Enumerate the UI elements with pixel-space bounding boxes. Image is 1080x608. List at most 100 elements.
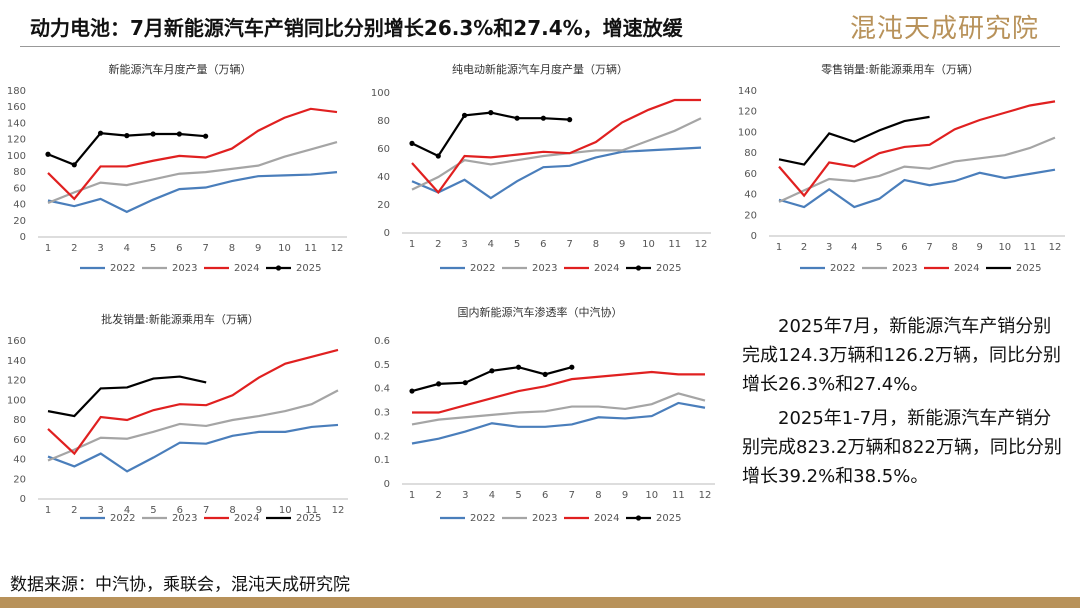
x-tick-label: 7: [566, 239, 572, 250]
legend-label: 2023: [892, 263, 917, 274]
y-tick-label: 60: [377, 144, 390, 155]
x-tick-label: 9: [256, 505, 262, 516]
x-tick-label: 9: [255, 243, 261, 254]
legend-label: 2023: [532, 263, 557, 274]
point: [176, 131, 182, 137]
y-tick-label: 20: [377, 200, 390, 211]
y-tick-label: 40: [13, 455, 26, 466]
legend-label: 2024: [594, 513, 619, 524]
paragraph: 2025年7月，新能源汽车产销分别完成124.3万辆和126.2万辆，同比分别增…: [742, 316, 1062, 395]
point: [542, 371, 548, 377]
x-tick-label: 4: [851, 242, 857, 253]
y-tick-label: 160: [7, 102, 26, 113]
series-line: [47, 423, 339, 473]
page-title: 动力电池：7月新能源汽车产销同比分别增长26.3%和27.4%，增速放缓: [30, 16, 683, 40]
x-tick-label: 1: [776, 242, 782, 253]
legend-marker: [635, 515, 642, 521]
series-line: [47, 389, 339, 462]
legend-label: 2024: [594, 263, 619, 274]
y-tick-label: 40: [377, 172, 390, 183]
legend-label: 2025: [656, 263, 681, 274]
footer-bar: [0, 597, 1080, 608]
x-tick-label: 11: [668, 239, 681, 250]
legend-label: 2024: [234, 263, 259, 274]
y-tick-label: 100: [738, 127, 757, 138]
x-tick-label: 5: [515, 490, 521, 501]
x-tick-label: 12: [695, 239, 708, 250]
y-tick-label: 0: [20, 494, 26, 505]
point: [567, 117, 573, 123]
y-tick-label: 40: [13, 200, 26, 211]
series-line: [778, 100, 1056, 198]
x-tick-label: 11: [304, 243, 317, 254]
point: [435, 153, 441, 159]
x-tick-label: 4: [489, 490, 495, 501]
y-tick-label: 0.6: [374, 336, 390, 347]
x-tick-label: 8: [951, 242, 957, 253]
x-tick-label: 9: [977, 242, 983, 253]
x-tick-label: 7: [569, 490, 575, 501]
point: [461, 112, 468, 118]
series-line: [778, 115, 930, 166]
x-tick-label: 10: [278, 243, 291, 254]
x-tick-label: 2: [71, 243, 77, 254]
legend-label: 2024: [954, 263, 979, 274]
x-tick-label: 6: [901, 242, 907, 253]
y-tick-label: 100: [7, 151, 26, 162]
x-tick-label: 6: [540, 239, 546, 250]
point: [462, 380, 468, 386]
paragraph: 2025年1-7月，新能源汽车产销分别完成823.2万辆和822万辆，同比分别增…: [742, 408, 1062, 487]
x-tick-label: 5: [876, 242, 882, 253]
legend-label: 2022: [470, 263, 495, 274]
y-tick-label: 140: [7, 356, 26, 367]
legend-label: 2025: [296, 513, 321, 524]
y-tick-label: 120: [7, 376, 26, 387]
y-tick-label: 0: [384, 228, 390, 239]
y-tick-label: 0: [751, 231, 757, 242]
y-tick-label: 0.4: [374, 384, 390, 395]
x-tick-label: 8: [229, 243, 235, 254]
series-line: [778, 168, 1056, 209]
x-tick-label: 6: [177, 505, 183, 516]
series-line: [778, 136, 1056, 203]
x-tick-label: 2: [435, 239, 441, 250]
x-tick-label: 8: [593, 239, 599, 250]
y-tick-label: 60: [13, 435, 26, 446]
x-tick-label: 7: [926, 242, 932, 253]
legend-label: 2022: [110, 263, 135, 274]
x-tick-label: 1: [409, 239, 415, 250]
x-tick-label: 4: [488, 239, 494, 250]
y-tick-label: 80: [13, 167, 26, 178]
legend-label: 2022: [830, 263, 855, 274]
y-tick-label: 0.3: [374, 408, 390, 419]
x-tick-label: 12: [331, 243, 344, 254]
point: [45, 151, 51, 157]
x-tick-label: 8: [229, 505, 235, 516]
legend-label: 2022: [110, 513, 135, 524]
point: [409, 388, 415, 394]
x-tick-label: 2: [435, 490, 441, 501]
y-tick-label: 140: [738, 86, 757, 97]
x-tick-label: 3: [98, 505, 104, 516]
point: [409, 140, 415, 146]
x-tick-label: 4: [124, 243, 130, 254]
x-tick-label: 12: [699, 490, 712, 501]
point: [97, 130, 104, 136]
x-tick-label: 5: [150, 505, 156, 516]
y-tick-label: 80: [744, 148, 757, 159]
point: [569, 364, 575, 370]
y-tick-label: 20: [13, 216, 26, 227]
y-tick-label: 100: [371, 88, 390, 99]
point: [488, 110, 494, 116]
series-line: [47, 348, 339, 456]
y-tick-label: 140: [7, 118, 26, 129]
x-tick-label: 10: [279, 505, 292, 516]
y-tick-label: 160: [7, 336, 26, 347]
legend-label: 2022: [470, 513, 495, 524]
x-tick-label: 6: [176, 243, 182, 254]
chart-title: 新能源汽车月度产量（万辆）: [109, 62, 252, 76]
y-tick-label: 80: [377, 116, 390, 127]
title-rule: [20, 46, 1060, 47]
legend-label: 2023: [172, 513, 197, 524]
